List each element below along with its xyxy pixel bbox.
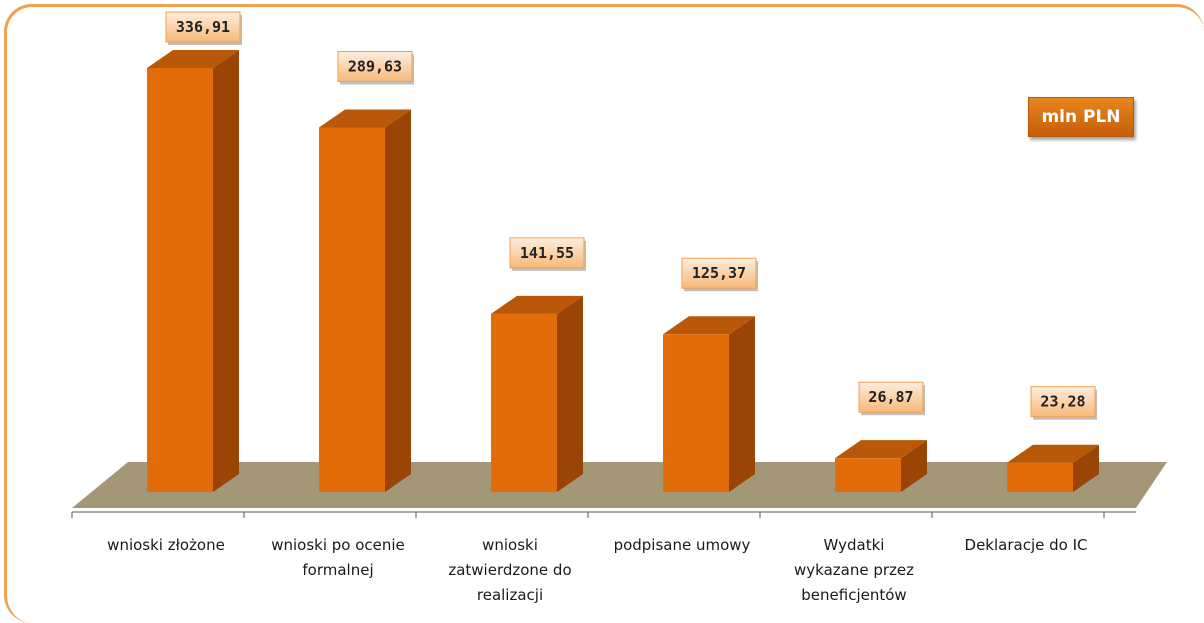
- bar-side: [213, 50, 239, 492]
- bar-top: [491, 295, 583, 314]
- bar: [491, 295, 583, 492]
- data-label: 336,91: [165, 11, 242, 45]
- data-label-value: 289,63: [348, 58, 402, 76]
- bar: [1007, 444, 1099, 492]
- category-label: beneficjentów: [801, 586, 906, 604]
- bar: [663, 316, 755, 492]
- category-label: Deklaracje do IC: [965, 536, 1088, 554]
- category-label: wnioski po ocenie: [271, 536, 405, 554]
- data-label-value: 141,55: [520, 244, 574, 262]
- category-label: realizacji: [477, 586, 543, 604]
- bar-side: [385, 109, 411, 492]
- category-label: wnioski: [482, 536, 538, 554]
- data-label-value: 336,91: [176, 18, 230, 36]
- data-label-box: [509, 237, 585, 269]
- chart-frame: [4, 4, 1204, 623]
- bar-front: [491, 313, 557, 492]
- category-label: formalnej: [302, 561, 373, 579]
- data-label: 125,37: [681, 257, 758, 292]
- category-label: podpisane umowy: [614, 536, 751, 554]
- category-label: wnioski złożone: [107, 536, 225, 554]
- bar-front: [663, 334, 729, 492]
- bar-side: [557, 295, 583, 492]
- data-label-box: [165, 11, 241, 43]
- bar: [835, 440, 927, 492]
- category-label: zatwierdzone do: [448, 561, 571, 579]
- unit-badge: mln PLN: [1028, 97, 1134, 137]
- category-label: wykazane przez: [794, 561, 914, 579]
- bar-side: [1073, 444, 1099, 492]
- data-label-box: [681, 257, 757, 289]
- bar-side: [729, 316, 755, 492]
- bar-front: [835, 458, 901, 492]
- bar-top: [1007, 444, 1099, 463]
- bar-top: [835, 440, 927, 459]
- bar-front: [147, 68, 213, 492]
- data-label-box: [1030, 386, 1096, 418]
- category-label: Wydatki: [824, 536, 885, 554]
- data-label-box: [337, 51, 413, 83]
- bar-side: [901, 440, 927, 492]
- data-label-value: 125,37: [692, 264, 746, 282]
- data-label: 141,55: [509, 237, 586, 271]
- bar: [319, 109, 411, 492]
- data-label-box: [858, 381, 924, 413]
- bar-top: [319, 109, 411, 128]
- data-label: 26,87: [858, 381, 925, 416]
- bar-top: [147, 50, 239, 68]
- data-label-value: 26,87: [868, 388, 913, 406]
- data-label-value: 23,28: [1040, 393, 1085, 411]
- data-label: 289,63: [337, 51, 414, 85]
- bar: [147, 50, 239, 492]
- bar-front: [1007, 462, 1073, 492]
- bar-top: [663, 316, 755, 335]
- data-label: 23,28: [1030, 386, 1097, 420]
- bar-front: [319, 127, 385, 492]
